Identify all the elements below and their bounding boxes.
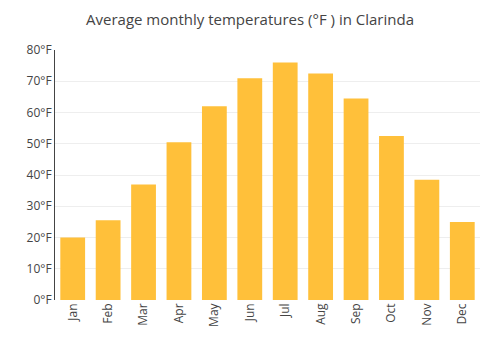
svg-text:Feb: Feb <box>99 303 116 323</box>
svg-text:Jul: Jul <box>276 303 293 318</box>
svg-text:Apr: Apr <box>170 303 187 323</box>
svg-text:Mar: Mar <box>134 303 151 325</box>
svg-text:60°F: 60°F <box>27 104 52 121</box>
svg-text:Dec: Dec <box>453 303 470 324</box>
svg-text:20°F: 20°F <box>27 229 52 246</box>
svg-text:70°F: 70°F <box>27 72 52 89</box>
svg-text:Average monthly temperatures (: Average monthly temperatures (°F ) in Cl… <box>86 9 414 29</box>
svg-text:Sep: Sep <box>347 303 364 324</box>
svg-text:0°F: 0°F <box>33 291 51 308</box>
svg-text:Oct: Oct <box>382 303 399 322</box>
svg-text:Jan: Jan <box>64 303 81 321</box>
svg-text:80°F: 80°F <box>27 41 52 58</box>
svg-text:Nov: Nov <box>418 303 435 325</box>
svg-text:Aug: Aug <box>312 303 329 325</box>
svg-text:May: May <box>205 302 222 326</box>
svg-text:30°F: 30°F <box>27 197 52 214</box>
svg-text:50°F: 50°F <box>27 135 52 152</box>
svg-text:40°F: 40°F <box>27 166 52 183</box>
svg-text:Jun: Jun <box>241 303 258 322</box>
svg-text:10°F: 10°F <box>27 260 52 277</box>
